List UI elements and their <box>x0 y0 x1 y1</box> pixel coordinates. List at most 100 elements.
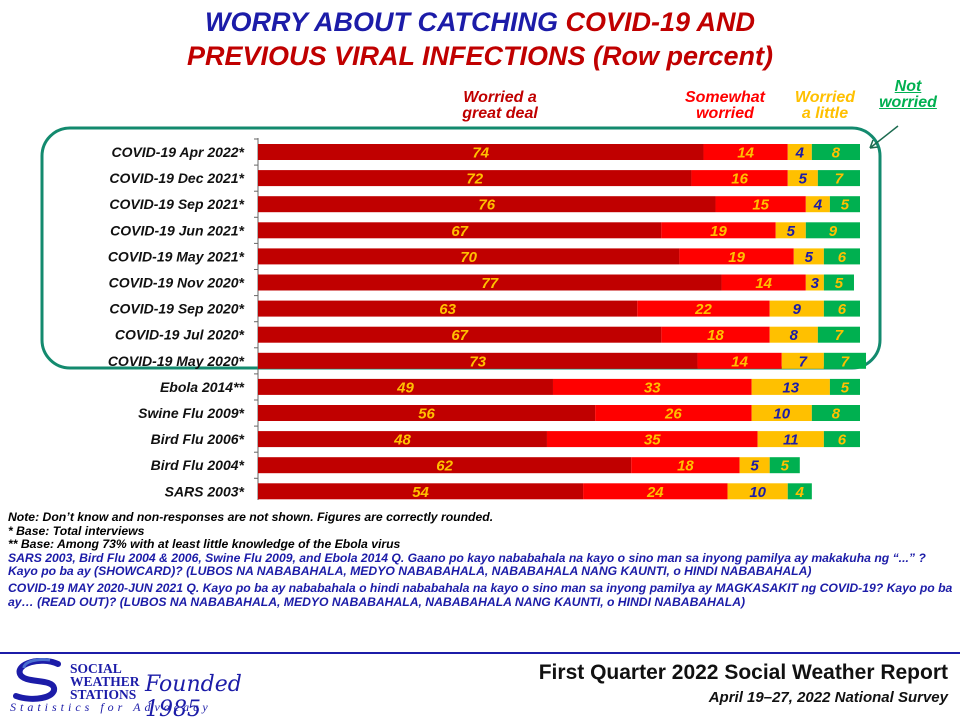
report-title: First Quarter 2022 Social Weather Report <box>538 661 948 684</box>
bar-value-label: 4 <box>795 484 805 500</box>
bar-value-label: 9 <box>829 223 838 240</box>
bar-value-label: 35 <box>644 432 661 449</box>
bar-value-label: 5 <box>781 458 790 475</box>
bar-value-label: 8 <box>832 145 841 162</box>
note-3: ** Base: Among 73% with at least little … <box>8 537 401 552</box>
bar-segment <box>829 196 860 213</box>
bar-value-label: 5 <box>841 197 850 214</box>
bar-segment <box>258 222 662 239</box>
bar-value-label: 3 <box>811 275 820 292</box>
bar-value-label: 19 <box>728 249 745 266</box>
bar-value-label: 7 <box>799 353 808 370</box>
bar-segment <box>258 326 662 343</box>
bar-value-label: 72 <box>466 171 483 188</box>
bar-value-label: 49 <box>396 379 414 396</box>
bar-value-label: 48 <box>393 432 411 449</box>
bar-segment <box>757 431 824 448</box>
bar-segment <box>751 405 812 421</box>
bar-value-label: 5 <box>799 171 808 188</box>
bar-value-label: 26 <box>664 406 682 423</box>
bar-segment <box>258 405 596 421</box>
bar-segment <box>769 457 800 474</box>
logo-line-weather: WEATHER <box>70 674 140 689</box>
legend-little: Worried a little <box>794 89 856 122</box>
bar-segment <box>829 378 860 395</box>
bar-segment <box>811 144 860 160</box>
report-subtitle: April 19–27, 2022 National Survey <box>708 689 948 706</box>
bar-value-label: 14 <box>737 145 754 162</box>
bar-value-label: 5 <box>750 458 759 475</box>
sws-logo: SOCIAL WEATHER STATIONS Founded 1985 Sta… <box>10 658 300 722</box>
bar-value-label: 5 <box>787 223 796 240</box>
bar-value-label: 77 <box>481 275 498 292</box>
bar-segment <box>823 431 860 448</box>
bar-value-label: 70 <box>460 249 477 266</box>
bar-segment <box>823 300 860 317</box>
bar-segment <box>823 352 867 369</box>
bar-segment <box>258 431 547 448</box>
note-question-1-text: SARS 2003, Bird Flu 2004 & 2006, Swine F… <box>8 550 926 579</box>
category-label: Swine Flu 2009* <box>138 405 244 421</box>
bar-value-label: 13 <box>782 379 799 396</box>
bar-value-label: 6 <box>838 432 847 449</box>
bar-value-label: 7 <box>841 353 850 370</box>
category-label: COVID-19 Sep 2020* <box>109 301 244 317</box>
bar-value-label: 18 <box>677 458 694 475</box>
category-label: Bird Flu 2004* <box>151 457 245 473</box>
category-label: COVID-19 Jul 2020* <box>115 327 245 343</box>
bar-segment <box>258 300 638 317</box>
bar-value-label: 67 <box>451 327 468 344</box>
bar-segment <box>817 170 860 187</box>
bar-segment <box>595 405 752 421</box>
bar-segment <box>258 483 584 500</box>
bar-value-label: 33 <box>644 379 661 396</box>
bar-segment <box>258 352 698 369</box>
bar-value-label: 4 <box>795 145 805 162</box>
note-question-2-options: (LUBOS NA NABABAHALA, MEDYO NABABAHALA, … <box>116 594 746 609</box>
bar-segment <box>691 170 788 187</box>
bar-segment <box>703 144 788 160</box>
bar-value-label: 10 <box>749 484 766 500</box>
bar-value-label: 5 <box>841 379 850 396</box>
bar-value-label: 62 <box>436 458 453 475</box>
bar-segment <box>823 274 854 291</box>
category-label: COVID-19 Dec 2021* <box>109 170 244 186</box>
category-label: Ebola 2014** <box>160 379 245 395</box>
note-question-2-text: COVID-19 MAY 2020-JUN 2021 Q. Kayo po ba… <box>8 580 953 609</box>
bar-segment <box>637 300 770 317</box>
note-question-1: SARS 2003, Bird Flu 2004 & 2006, Swine F… <box>8 550 953 579</box>
logo-wordmark: SOCIAL WEATHER STATIONS <box>70 661 140 702</box>
note-2: * Base: Total interviews <box>8 523 145 538</box>
bar-segment <box>715 196 806 213</box>
bar-segment <box>661 222 776 239</box>
bar-segment <box>805 274 824 291</box>
bar-segment <box>811 405 860 421</box>
logo-founded: Founded 1985 <box>145 672 242 722</box>
bar-value-label: 8 <box>790 327 799 344</box>
notes-block: Note: Don’t know and non-responses are n… <box>8 510 953 609</box>
bar-value-label: 5 <box>805 249 814 266</box>
bar-value-label: 4 <box>813 197 823 214</box>
bar-segment <box>817 326 860 343</box>
bar-value-label: 54 <box>412 484 429 500</box>
legend-not: Not worried <box>879 78 937 111</box>
bar-segment <box>679 248 794 265</box>
chart-title-line1: WORRY ABOUT CATCHING COVID-19 AND <box>0 6 960 39</box>
bar-value-label: 73 <box>469 353 486 370</box>
title-part-blue: WORRY ABOUT CATCHING <box>204 7 566 37</box>
bar-segment <box>552 378 752 395</box>
bar-value-label: 6 <box>838 301 847 318</box>
category-label: COVID-19 May 2021* <box>108 248 245 264</box>
bar-value-label: 24 <box>646 484 664 500</box>
category-label: COVID-19 Nov 2020* <box>109 275 245 291</box>
legend-somewhat: Somewhat worried <box>684 89 765 122</box>
bar-segment <box>805 196 830 213</box>
bar-segment <box>793 248 824 265</box>
bar-value-label: 8 <box>832 406 841 423</box>
bar-segment <box>787 144 812 160</box>
logo-line-social: SOCIAL <box>70 661 122 676</box>
bar-segment <box>739 457 770 474</box>
logo-line-stations: STATIONS <box>70 687 137 702</box>
bar-segment <box>631 457 740 474</box>
bar-value-label: 11 <box>783 432 799 449</box>
